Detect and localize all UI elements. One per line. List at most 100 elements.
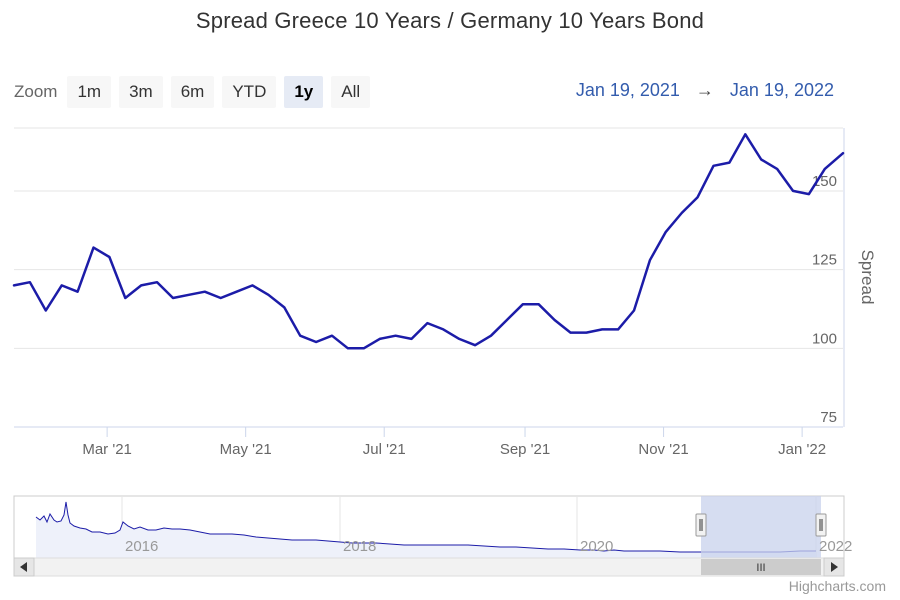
series-line[interactable] <box>12 133 845 350</box>
x-tick-label: Nov '21 <box>638 441 688 458</box>
y-axis-title: Spread <box>858 250 877 305</box>
data-point[interactable] <box>137 281 145 289</box>
data-point[interactable] <box>153 278 161 286</box>
scrollbar-right-button[interactable] <box>823 557 845 577</box>
x-tick-label: Sep '21 <box>500 441 550 458</box>
y-tick-label: 75 <box>820 409 837 426</box>
range-from-input[interactable]: Jan 19, 2021 <box>575 80 680 100</box>
credits-link[interactable]: Highcharts.com <box>788 578 886 594</box>
data-point[interactable] <box>694 193 702 201</box>
scrollbar[interactable]: III <box>13 557 845 577</box>
data-point[interactable] <box>503 316 511 324</box>
data-point[interactable] <box>360 344 368 352</box>
zoom-6m-button[interactable]: 6m <box>170 76 215 108</box>
navigator-series <box>35 501 816 553</box>
zoom-ytd-button[interactable]: YTD <box>222 76 277 108</box>
data-point[interactable] <box>789 187 797 195</box>
data-point[interactable] <box>392 332 400 340</box>
chart-title: Spread Greece 10 Years / Germany 10 Year… <box>195 8 705 33</box>
x-tick-label: Mar '21 <box>82 441 132 458</box>
scrollbar-left-button[interactable] <box>13 557 35 577</box>
navigator-frame <box>13 495 845 559</box>
data-point[interactable] <box>249 281 257 289</box>
plot-background <box>14 128 843 427</box>
arrow-left-icon <box>20 562 27 572</box>
data-point[interactable] <box>487 332 495 340</box>
data-point[interactable] <box>328 332 336 340</box>
data-point[interactable] <box>264 291 272 299</box>
data-point[interactable] <box>233 288 241 296</box>
data-point[interactable] <box>408 335 416 343</box>
data-point[interactable] <box>90 244 98 252</box>
data-point[interactable] <box>423 319 431 327</box>
data-point[interactable] <box>280 303 288 311</box>
data-point[interactable] <box>839 149 847 157</box>
gridlines <box>14 127 843 428</box>
y-tick-label: 125 <box>812 252 837 269</box>
navigator-right-handle[interactable] <box>815 513 827 537</box>
data-point[interactable] <box>614 325 622 333</box>
data-point[interactable] <box>725 159 733 167</box>
x-tick-label: Jul '21 <box>363 441 406 458</box>
data-point[interactable] <box>710 162 718 170</box>
data-point[interactable] <box>105 253 113 261</box>
data-point[interactable] <box>678 209 686 217</box>
navigator-year-label: 2016 <box>125 538 158 555</box>
data-point[interactable] <box>598 325 606 333</box>
data-point[interactable] <box>567 329 575 337</box>
scrollbar-track[interactable] <box>13 557 845 577</box>
range-arrow: → <box>695 80 714 100</box>
series-layer <box>10 130 847 352</box>
range-to-input[interactable]: Jan 19, 2022 <box>729 80 834 100</box>
axes: 75 100 125 150 Spread Mar '21 May '21 Jul '21 Se… <box>14 128 877 458</box>
navigator-left-handle[interactable] <box>695 513 707 537</box>
data-point[interactable] <box>376 335 384 343</box>
navigator-year-label: 2018 <box>343 538 376 555</box>
y-tick-label: 100 <box>812 330 837 347</box>
zoom-1y-button[interactable]: 1y <box>284 76 324 108</box>
data-point[interactable] <box>535 300 543 308</box>
data-point[interactable] <box>757 156 765 164</box>
data-point[interactable] <box>630 307 638 315</box>
x-tick-label: May '21 <box>220 441 272 458</box>
data-point[interactable] <box>821 165 829 173</box>
data-point[interactable] <box>471 341 479 349</box>
data-point[interactable] <box>121 294 129 302</box>
scrollbar-thumb[interactable] <box>701 559 821 575</box>
data-point[interactable] <box>169 294 177 302</box>
data-point[interactable] <box>582 329 590 337</box>
navigator-selected-range[interactable] <box>701 496 821 558</box>
zoom-1m-button[interactable]: 1m <box>67 76 112 108</box>
data-point[interactable] <box>439 325 447 333</box>
data-point[interactable] <box>741 130 749 138</box>
data-point[interactable] <box>201 288 209 296</box>
zoom-selector: Zoom 1m 3m 6m YTD 1y All <box>14 75 378 109</box>
navigator[interactable]: 2016 2018 2020 2022 <box>13 495 852 559</box>
data-point[interactable] <box>455 335 463 343</box>
x-tick-label: Jan '22 <box>778 441 826 458</box>
navigator-area <box>36 502 816 558</box>
date-range: Jan 19, 2021 → Jan 19, 2022 <box>576 80 834 101</box>
zoom-all-button[interactable]: All <box>331 76 371 108</box>
data-point[interactable] <box>519 300 527 308</box>
data-point[interactable] <box>344 344 352 352</box>
data-point[interactable] <box>551 316 559 324</box>
navigator-year-label: 2020 <box>580 538 613 555</box>
data-point[interactable] <box>74 288 82 296</box>
data-point[interactable] <box>58 281 66 289</box>
data-point[interactable] <box>26 278 34 286</box>
data-point[interactable] <box>296 332 304 340</box>
scrollbar-grip-icon: III <box>756 562 765 574</box>
data-point[interactable] <box>662 228 670 236</box>
zoom-label: Zoom <box>14 82 58 101</box>
data-point[interactable] <box>646 256 654 264</box>
data-point[interactable] <box>217 294 225 302</box>
zoom-3m-button[interactable]: 3m <box>119 76 163 108</box>
data-point[interactable] <box>42 307 50 315</box>
data-point[interactable] <box>312 338 320 346</box>
data-point[interactable] <box>10 281 18 289</box>
data-point[interactable] <box>805 190 813 198</box>
arrow-right-icon <box>831 562 838 572</box>
data-point[interactable] <box>773 165 781 173</box>
data-point[interactable] <box>185 291 193 299</box>
